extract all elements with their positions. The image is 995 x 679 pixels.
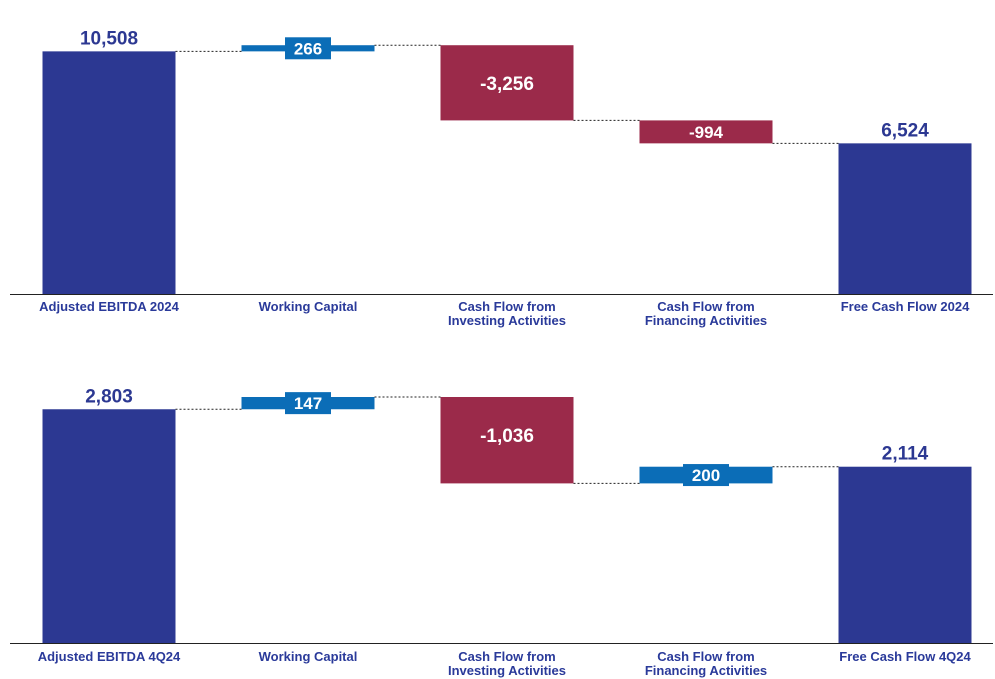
value-label: 2,803 (85, 386, 133, 407)
waterfall-chart-2: 2,803 147 -1,036 200 2,114 Adjusted EBITDA 4Q… (10, 386, 993, 678)
category-label: Free Cash Flow 2024 (841, 299, 970, 314)
value-label: -994 (689, 123, 724, 142)
value-label: 2,114 (882, 444, 929, 465)
value-label: 10,508 (80, 28, 138, 49)
value-label: -3,256 (480, 74, 534, 95)
value-label: 266 (294, 39, 322, 58)
value-label: -1,036 (480, 426, 534, 447)
category-label: Cash Flow from Investing Activities (448, 299, 566, 328)
bar-total (42, 51, 176, 295)
category-label: Cash Flow from Investing Activities (448, 649, 566, 678)
value-label: 6,524 (881, 120, 929, 141)
value-label-box (285, 37, 331, 60)
bar-total (838, 466, 972, 643)
waterfall-chart-1: 10,508 266 -3,256 -994 6,524 Adjusted EBITDA … (10, 28, 993, 328)
bar-decrease (440, 397, 574, 484)
value-label-box (285, 392, 331, 415)
category-label: Working Capital (259, 299, 358, 314)
bar-total (838, 143, 972, 294)
value-label: 147 (294, 394, 322, 413)
bar-total (42, 409, 176, 643)
value-label-box (683, 464, 729, 487)
category-label: Cash Flow from Financing Activities (645, 299, 767, 328)
category-label: Adjusted EBITDA 4Q24 (38, 649, 181, 664)
bar-decrease (440, 45, 574, 121)
category-label: Adjusted EBITDA 2024 (39, 299, 179, 314)
category-label: Free Cash Flow 4Q24 (839, 649, 971, 664)
value-label: 200 (692, 466, 720, 485)
value-label-box (683, 120, 729, 143)
category-label: Cash Flow from Financing Activities (645, 649, 767, 678)
category-label: Working Capital (259, 649, 358, 664)
